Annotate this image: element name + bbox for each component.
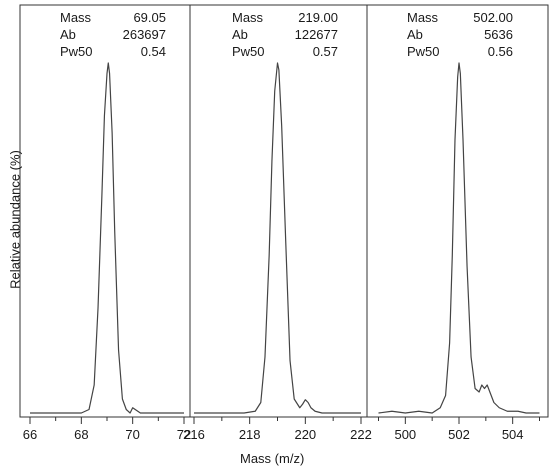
peak-annotation: Mass 69.05 Ab 263697 Pw50 0.54	[60, 9, 166, 60]
peak-width-value: 0.56	[487, 44, 513, 59]
peak-annotation: Mass 219.00 Ab 122677 Pw50 0.57	[232, 9, 338, 60]
mass-label: Mass	[232, 10, 264, 25]
x-tick-label: 218	[239, 427, 261, 442]
peak-width-row: Pw50 0.57	[232, 43, 338, 60]
mass-row: Mass 69.05	[60, 9, 166, 26]
spectrum-peak-line	[194, 62, 361, 414]
mass-row: Mass 502.00	[407, 9, 513, 26]
x-tick-label: 222	[350, 427, 372, 442]
x-axis-label: Mass (m/z)	[240, 451, 305, 466]
abundance-row: Ab 263697	[60, 26, 166, 43]
abundance-row: Ab 5636	[407, 26, 513, 43]
peak-annotation: Mass 502.00 Ab 5636 Pw50 0.56	[407, 9, 513, 60]
spectrum-peak-line	[30, 62, 184, 414]
x-tick-label: 220	[294, 427, 316, 442]
mass-value: 219.00	[298, 10, 338, 25]
x-tick-label: 68	[74, 427, 88, 442]
y-axis-label: Relative abundance (%)	[7, 150, 23, 289]
abundance-label: Ab	[232, 27, 248, 42]
abundance-value: 5636	[484, 27, 513, 42]
peak-width-row: Pw50 0.54	[60, 43, 166, 60]
abundance-label: Ab	[407, 27, 423, 42]
x-tick-label: 504	[502, 427, 524, 442]
mass-label: Mass	[60, 10, 92, 25]
abundance-label: Ab	[60, 27, 76, 42]
x-tick-label: 216	[183, 427, 205, 442]
peak-width-label: Pw50	[232, 44, 265, 59]
peak-width-value: 0.54	[140, 44, 166, 59]
spectrum-peak-line	[378, 62, 540, 414]
peak-width-label: Pw50	[60, 44, 93, 59]
x-tick-label: 500	[394, 427, 416, 442]
peak-width-label: Pw50	[407, 44, 440, 59]
abundance-row: Ab 122677	[232, 26, 338, 43]
abundance-value: 122677	[294, 27, 338, 42]
plot-frame	[19, 4, 549, 418]
peak-width-value: 0.57	[312, 44, 338, 59]
x-tick-label: 66	[23, 427, 37, 442]
peak-width-row: Pw50 0.56	[407, 43, 513, 60]
x-tick-label: 502	[448, 427, 470, 442]
mass-value: 502.00	[473, 10, 513, 25]
mass-label: Mass	[407, 10, 439, 25]
mass-value: 69.05	[133, 10, 166, 25]
abundance-value: 263697	[122, 27, 166, 42]
mass-row: Mass 219.00	[232, 9, 338, 26]
x-tick-label: 72	[177, 427, 191, 442]
x-tick-label: 70	[125, 427, 139, 442]
